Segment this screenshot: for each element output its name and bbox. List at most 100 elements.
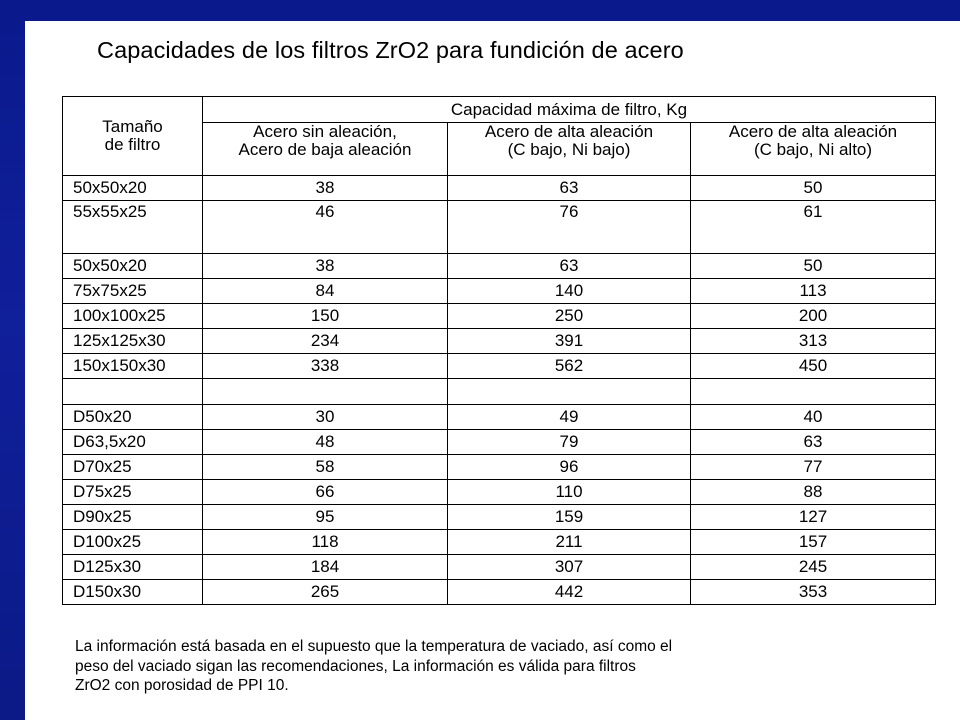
footnote-line: ZrO2 con porosidad de PPI 10. [75, 677, 289, 694]
table-row: D125x30 184 307 245 [62, 554, 936, 580]
column-header-line: (C bajo, Ni bajo) [507, 140, 631, 159]
capacity-unalloyed-cell: 234 [202, 328, 448, 354]
capacity-high-alloy-high-ni-cell: 200 [690, 303, 936, 329]
size-column-header: Tamaño de filtro [62, 96, 203, 176]
filter-size-cell: 75x75x25 [62, 278, 203, 304]
size-header-line: Tamaño [102, 117, 163, 136]
capacity-high-alloy-low-ni-cell: 76 [447, 200, 691, 254]
table-body: 50x50x20 38 63 50 55x55x25 46 76 61 50x50x20 38 63… [62, 175, 936, 605]
size-header-line: de filtro [104, 135, 161, 154]
column-header-line: Acero de baja aleación [238, 140, 412, 159]
table-row: 125x125x30 234 391 313 [62, 328, 936, 354]
capacity-unalloyed-cell: 84 [202, 278, 448, 304]
capacity-unalloyed-cell: 150 [202, 303, 448, 329]
capacity-high-alloy-high-ni-cell: 50 [690, 175, 936, 201]
capacity-unalloyed-cell: 265 [202, 579, 448, 605]
filter-size-cell: 55x55x25 [62, 200, 203, 254]
filter-size-cell: D150x30 [62, 579, 203, 605]
capacity-high-alloy-low-ni-cell: 140 [447, 278, 691, 304]
capacity-high-alloy-low-ni-cell: 63 [447, 253, 691, 279]
capacity-high-alloy-high-ni-cell: 61 [690, 200, 936, 254]
capacity-high-alloy-low-ni-cell: 49 [447, 404, 691, 430]
filter-size-cell: D70x25 [62, 454, 203, 480]
table-row: 150x150x30 338 562 450 [62, 353, 936, 379]
capacity-high-alloy-low-ni-cell: 96 [447, 454, 691, 480]
filter-size-cell: D90x25 [62, 504, 203, 530]
table-row: 100x100x25 150 250 200 [62, 303, 936, 329]
capacity-high-alloy-high-ni-cell: 88 [690, 479, 936, 505]
capacity-high-alloy-high-ni-cell: 113 [690, 278, 936, 304]
capacity-group-header: Capacidad máxima de filtro, Kg [202, 96, 936, 123]
capacity-unalloyed-cell: 95 [202, 504, 448, 530]
capacity-high-alloy-high-ni-cell: 50 [690, 253, 936, 279]
column-header-line: Acero de alta aleación [728, 122, 898, 141]
table-spacer-row [62, 378, 936, 405]
footnote-line: La información está basada en el supuest… [75, 638, 673, 655]
capacity-unalloyed-cell: 30 [202, 404, 448, 430]
capacity-unalloyed-cell: 48 [202, 429, 448, 455]
filter-size-cell: 150x150x30 [62, 353, 203, 379]
capacity-high-alloy-low-ni-cell: 110 [447, 479, 691, 505]
capacity-high-alloy-low-ni-cell: 250 [447, 303, 691, 329]
capacity-high-alloy-low-ni-cell [447, 378, 691, 405]
capacity-unalloyed-cell: 118 [202, 529, 448, 555]
capacity-high-alloy-low-ni-cell: 562 [447, 353, 691, 379]
capacity-unalloyed-cell: 46 [202, 200, 448, 254]
table-row: D50x20 30 49 40 [62, 404, 936, 430]
capacity-high-alloy-high-ni-cell: 313 [690, 328, 936, 354]
filter-size-cell: D75x25 [62, 479, 203, 505]
capacity-high-alloy-low-ni-cell: 211 [447, 529, 691, 555]
filter-size-cell: D100x25 [62, 529, 203, 555]
table-row: 50x50x20 38 63 50 [62, 175, 936, 201]
table-row: 50x50x20 38 63 50 [62, 253, 936, 279]
footnote-line: peso del vaciado sigan las recomendacion… [75, 657, 636, 675]
column-header-unalloyed: Acero sin aleación, Acero de baja aleaci… [202, 122, 448, 176]
capacity-unalloyed-cell: 58 [202, 454, 448, 480]
column-header-high-alloy-low-ni: Acero de alta aleación (C bajo, Ni bajo) [447, 122, 691, 176]
table-row: D90x25 95 159 127 [62, 504, 936, 530]
filter-size-cell: D63,5x20 [62, 429, 203, 455]
capacity-high-alloy-high-ni-cell: 127 [690, 504, 936, 530]
capacity-high-alloy-high-ni-cell: 353 [690, 579, 936, 605]
capacity-table: Tamaño de filtro Capacidad máxima de fil… [62, 96, 936, 605]
table-row: D150x30 265 442 353 [62, 579, 936, 605]
capacity-high-alloy-high-ni-cell [690, 378, 936, 405]
filter-size-cell [62, 378, 203, 405]
capacity-high-alloy-high-ni-cell: 157 [690, 529, 936, 555]
capacity-high-alloy-high-ni-cell: 245 [690, 554, 936, 580]
footnote: La información está basada en el supuest… [75, 637, 875, 696]
filter-size-cell: 125x125x30 [62, 328, 203, 354]
column-header-line: (C bajo, Ni alto) [753, 140, 873, 159]
column-header-high-alloy-high-ni: Acero de alta aleación (C bajo, Ni alto) [690, 122, 936, 176]
capacity-unalloyed-cell: 184 [202, 554, 448, 580]
capacity-unalloyed-cell: 66 [202, 479, 448, 505]
slide-title: Capacidades de los filtros ZrO2 para fun… [97, 37, 684, 63]
capacity-high-alloy-low-ni-cell: 63 [447, 175, 691, 201]
filter-size-cell: D50x20 [62, 404, 203, 430]
capacity-high-alloy-high-ni-cell: 63 [690, 429, 936, 455]
capacity-unalloyed-cell: 338 [202, 353, 448, 379]
capacity-unalloyed-cell [202, 378, 448, 405]
capacity-high-alloy-low-ni-cell: 442 [447, 579, 691, 605]
capacity-high-alloy-low-ni-cell: 159 [447, 504, 691, 530]
table-row: D100x25 118 211 157 [62, 529, 936, 555]
capacity-high-alloy-low-ni-cell: 307 [447, 554, 691, 580]
slide: Capacidades de los filtros ZrO2 para fun… [25, 21, 960, 720]
column-header-line: Acero sin aleación, [253, 122, 397, 141]
capacity-high-alloy-high-ni-cell: 40 [690, 404, 936, 430]
column-header-line: Acero de alta aleación [484, 122, 654, 141]
table-row: D63,5x20 48 79 63 [62, 429, 936, 455]
capacity-high-alloy-low-ni-cell: 79 [447, 429, 691, 455]
filter-size-cell: D125x30 [62, 554, 203, 580]
capacity-high-alloy-high-ni-cell: 450 [690, 353, 936, 379]
filter-size-cell: 100x100x25 [62, 303, 203, 329]
table-row: 75x75x25 84 140 113 [62, 278, 936, 304]
table-row: 55x55x25 46 76 61 [62, 200, 936, 254]
table-row: D75x25 66 110 88 [62, 479, 936, 505]
filter-size-cell: 50x50x20 [62, 253, 203, 279]
capacity-unalloyed-cell: 38 [202, 175, 448, 201]
table-row: D70x25 58 96 77 [62, 454, 936, 480]
capacity-high-alloy-low-ni-cell: 391 [447, 328, 691, 354]
capacity-unalloyed-cell: 38 [202, 253, 448, 279]
filter-size-cell: 50x50x20 [62, 175, 203, 201]
